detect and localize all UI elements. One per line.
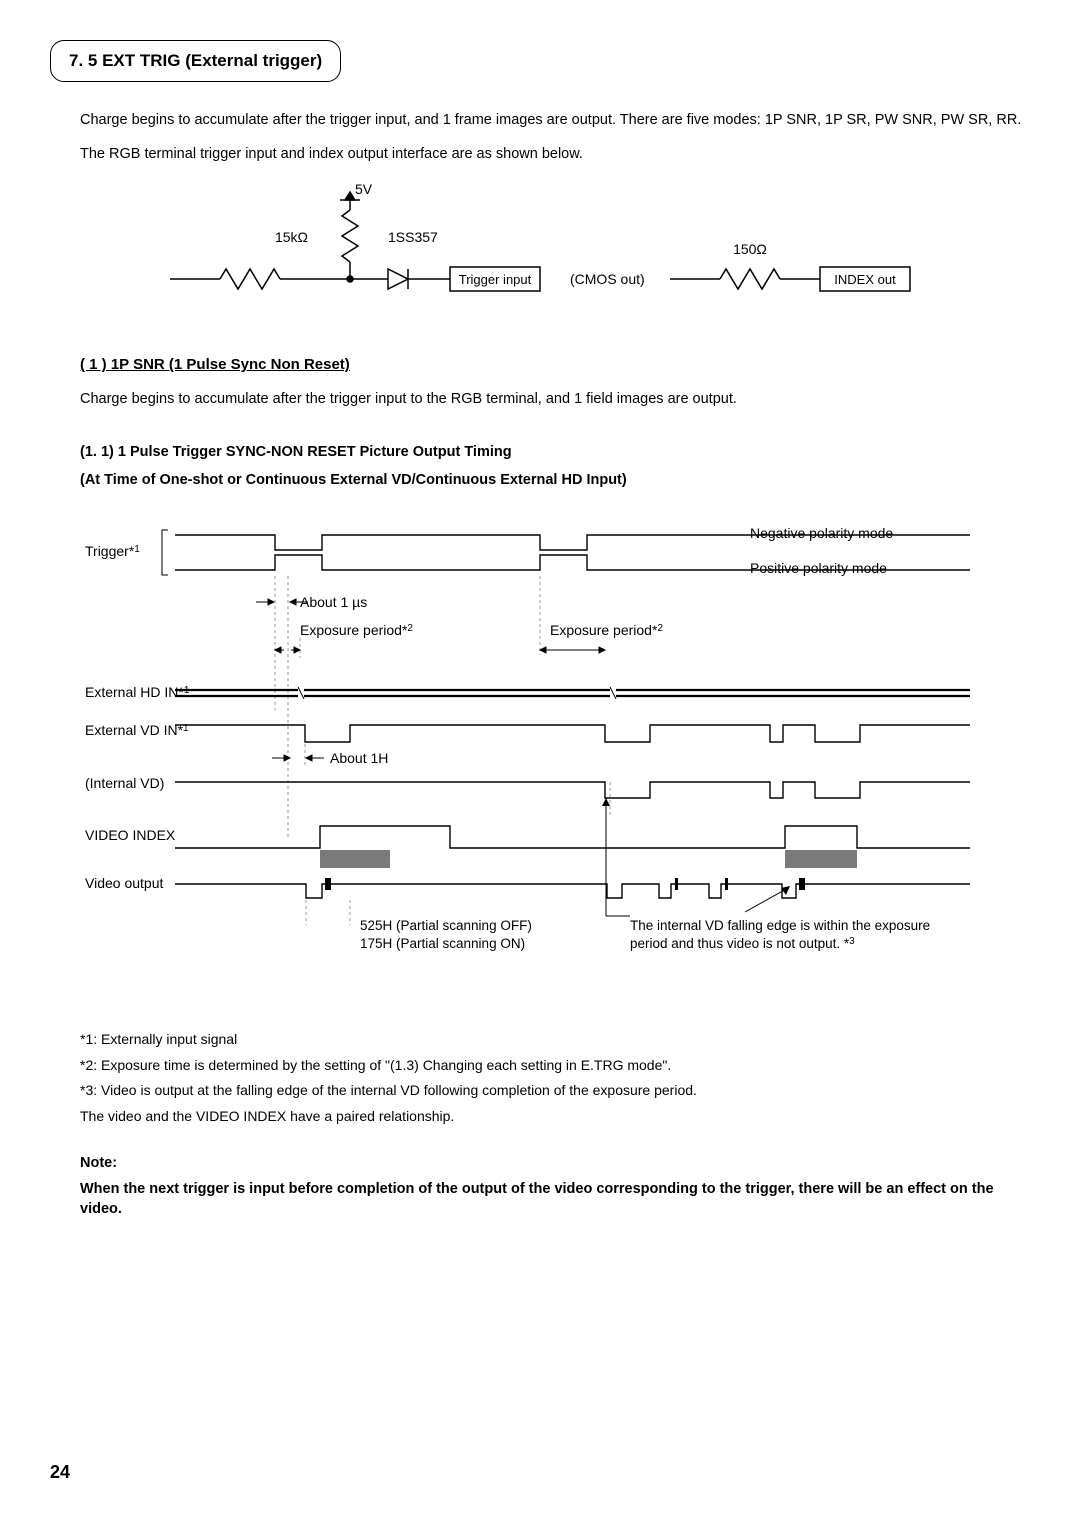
label-video-index: VIDEO INDEX [85,827,176,843]
label-trigger: Trigger*1 [85,543,140,559]
label-ext-vd: External VD IN*1 [85,722,189,738]
intro-para-2: The RGB terminal trigger input and index… [80,144,1030,164]
note-not-output-1: The internal VD falling edge is within t… [630,918,930,933]
label-index-out: INDEX out [834,272,896,287]
label-ext-hd: External HD IN*1 [85,684,190,700]
note-body: When the next trigger is input before co… [80,1179,1030,1220]
subsection-1-title: ( 1 ) 1P SNR (1 Pulse Sync Non Reset) [80,354,1030,375]
label-exp2: Exposure period*2 [550,622,663,638]
footnote-3b: The video and the VIDEO INDEX have a pai… [80,1107,1030,1127]
label-15k: 15kΩ [275,229,308,245]
label-pos-polarity: Positive polarity mode [750,560,887,576]
label-about-1h: About 1H [330,750,388,766]
note-525h: 525H (Partial scanning OFF) [360,918,532,933]
label-video-output: Video output [85,875,163,891]
label-neg-polarity: Negative polarity mode [750,525,893,541]
label-trigger-input: Trigger input [459,272,532,287]
label-exp1: Exposure period*2 [300,622,413,638]
label-150ohm: 150Ω [733,241,767,257]
section-title: 7. 5 EXT TRIG (External trigger) [50,40,341,82]
circuit-diagram: 5V 15kΩ 1SS357 Trigger input (CMOS out) … [150,184,930,314]
intro-para-1: Charge begins to accumulate after the tr… [80,110,1030,130]
label-5v: 5V [355,184,373,197]
label-about-1us: About 1 µs [300,594,367,610]
subsection-1-1-subtitle: (At Time of One-shot or Continuous Exter… [80,470,1030,490]
label-diode: 1SS357 [388,229,438,245]
timing-diagram: Trigger*1 Negative polarity mode Positiv… [50,510,1030,1010]
footnote-1: *1: Externally input signal [80,1030,1030,1050]
footnotes: *1: Externally input signal *2: Exposure… [80,1030,1030,1126]
footnote-3: *3: Video is output at the falling edge … [80,1081,1030,1101]
note-label: Note: [80,1153,1030,1173]
label-int-vd: (Internal VD) [85,775,164,791]
label-cmos-out: (CMOS out) [570,271,645,287]
footnote-2: *2: Exposure time is determined by the s… [80,1056,1030,1076]
subsection-1-body: Charge begins to accumulate after the tr… [80,389,1030,409]
note-175h: 175H (Partial scanning ON) [360,936,525,951]
page-number: 24 [50,1460,70,1485]
note-not-output-2: period and thus video is not output. *3 [630,936,855,951]
subsection-1-1-title: (1. 1) 1 Pulse Trigger SYNC-NON RESET Pi… [80,442,1030,462]
